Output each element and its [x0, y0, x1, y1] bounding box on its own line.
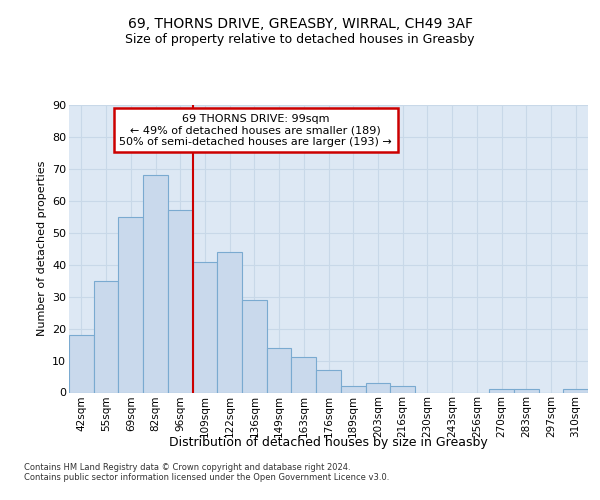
Y-axis label: Number of detached properties: Number of detached properties: [37, 161, 47, 336]
Text: Size of property relative to detached houses in Greasby: Size of property relative to detached ho…: [125, 32, 475, 46]
Bar: [316, 370, 341, 392]
Bar: [390, 386, 415, 392]
Bar: [242, 300, 267, 392]
Bar: [217, 252, 242, 392]
Text: Contains HM Land Registry data © Crown copyright and database right 2024.
Contai: Contains HM Land Registry data © Crown c…: [24, 462, 389, 482]
Bar: [94, 280, 118, 392]
Bar: [143, 176, 168, 392]
Bar: [193, 262, 217, 392]
Bar: [267, 348, 292, 393]
Bar: [563, 390, 588, 392]
Text: 69, THORNS DRIVE, GREASBY, WIRRAL, CH49 3AF: 69, THORNS DRIVE, GREASBY, WIRRAL, CH49 …: [128, 18, 473, 32]
Bar: [365, 383, 390, 392]
Bar: [489, 390, 514, 392]
Bar: [514, 390, 539, 392]
Bar: [69, 335, 94, 392]
Bar: [118, 217, 143, 392]
Bar: [292, 358, 316, 392]
Bar: [168, 210, 193, 392]
Text: Distribution of detached houses by size in Greasby: Distribution of detached houses by size …: [169, 436, 488, 449]
Text: 69 THORNS DRIVE: 99sqm
← 49% of detached houses are smaller (189)
50% of semi-de: 69 THORNS DRIVE: 99sqm ← 49% of detached…: [119, 114, 392, 147]
Bar: [341, 386, 365, 392]
